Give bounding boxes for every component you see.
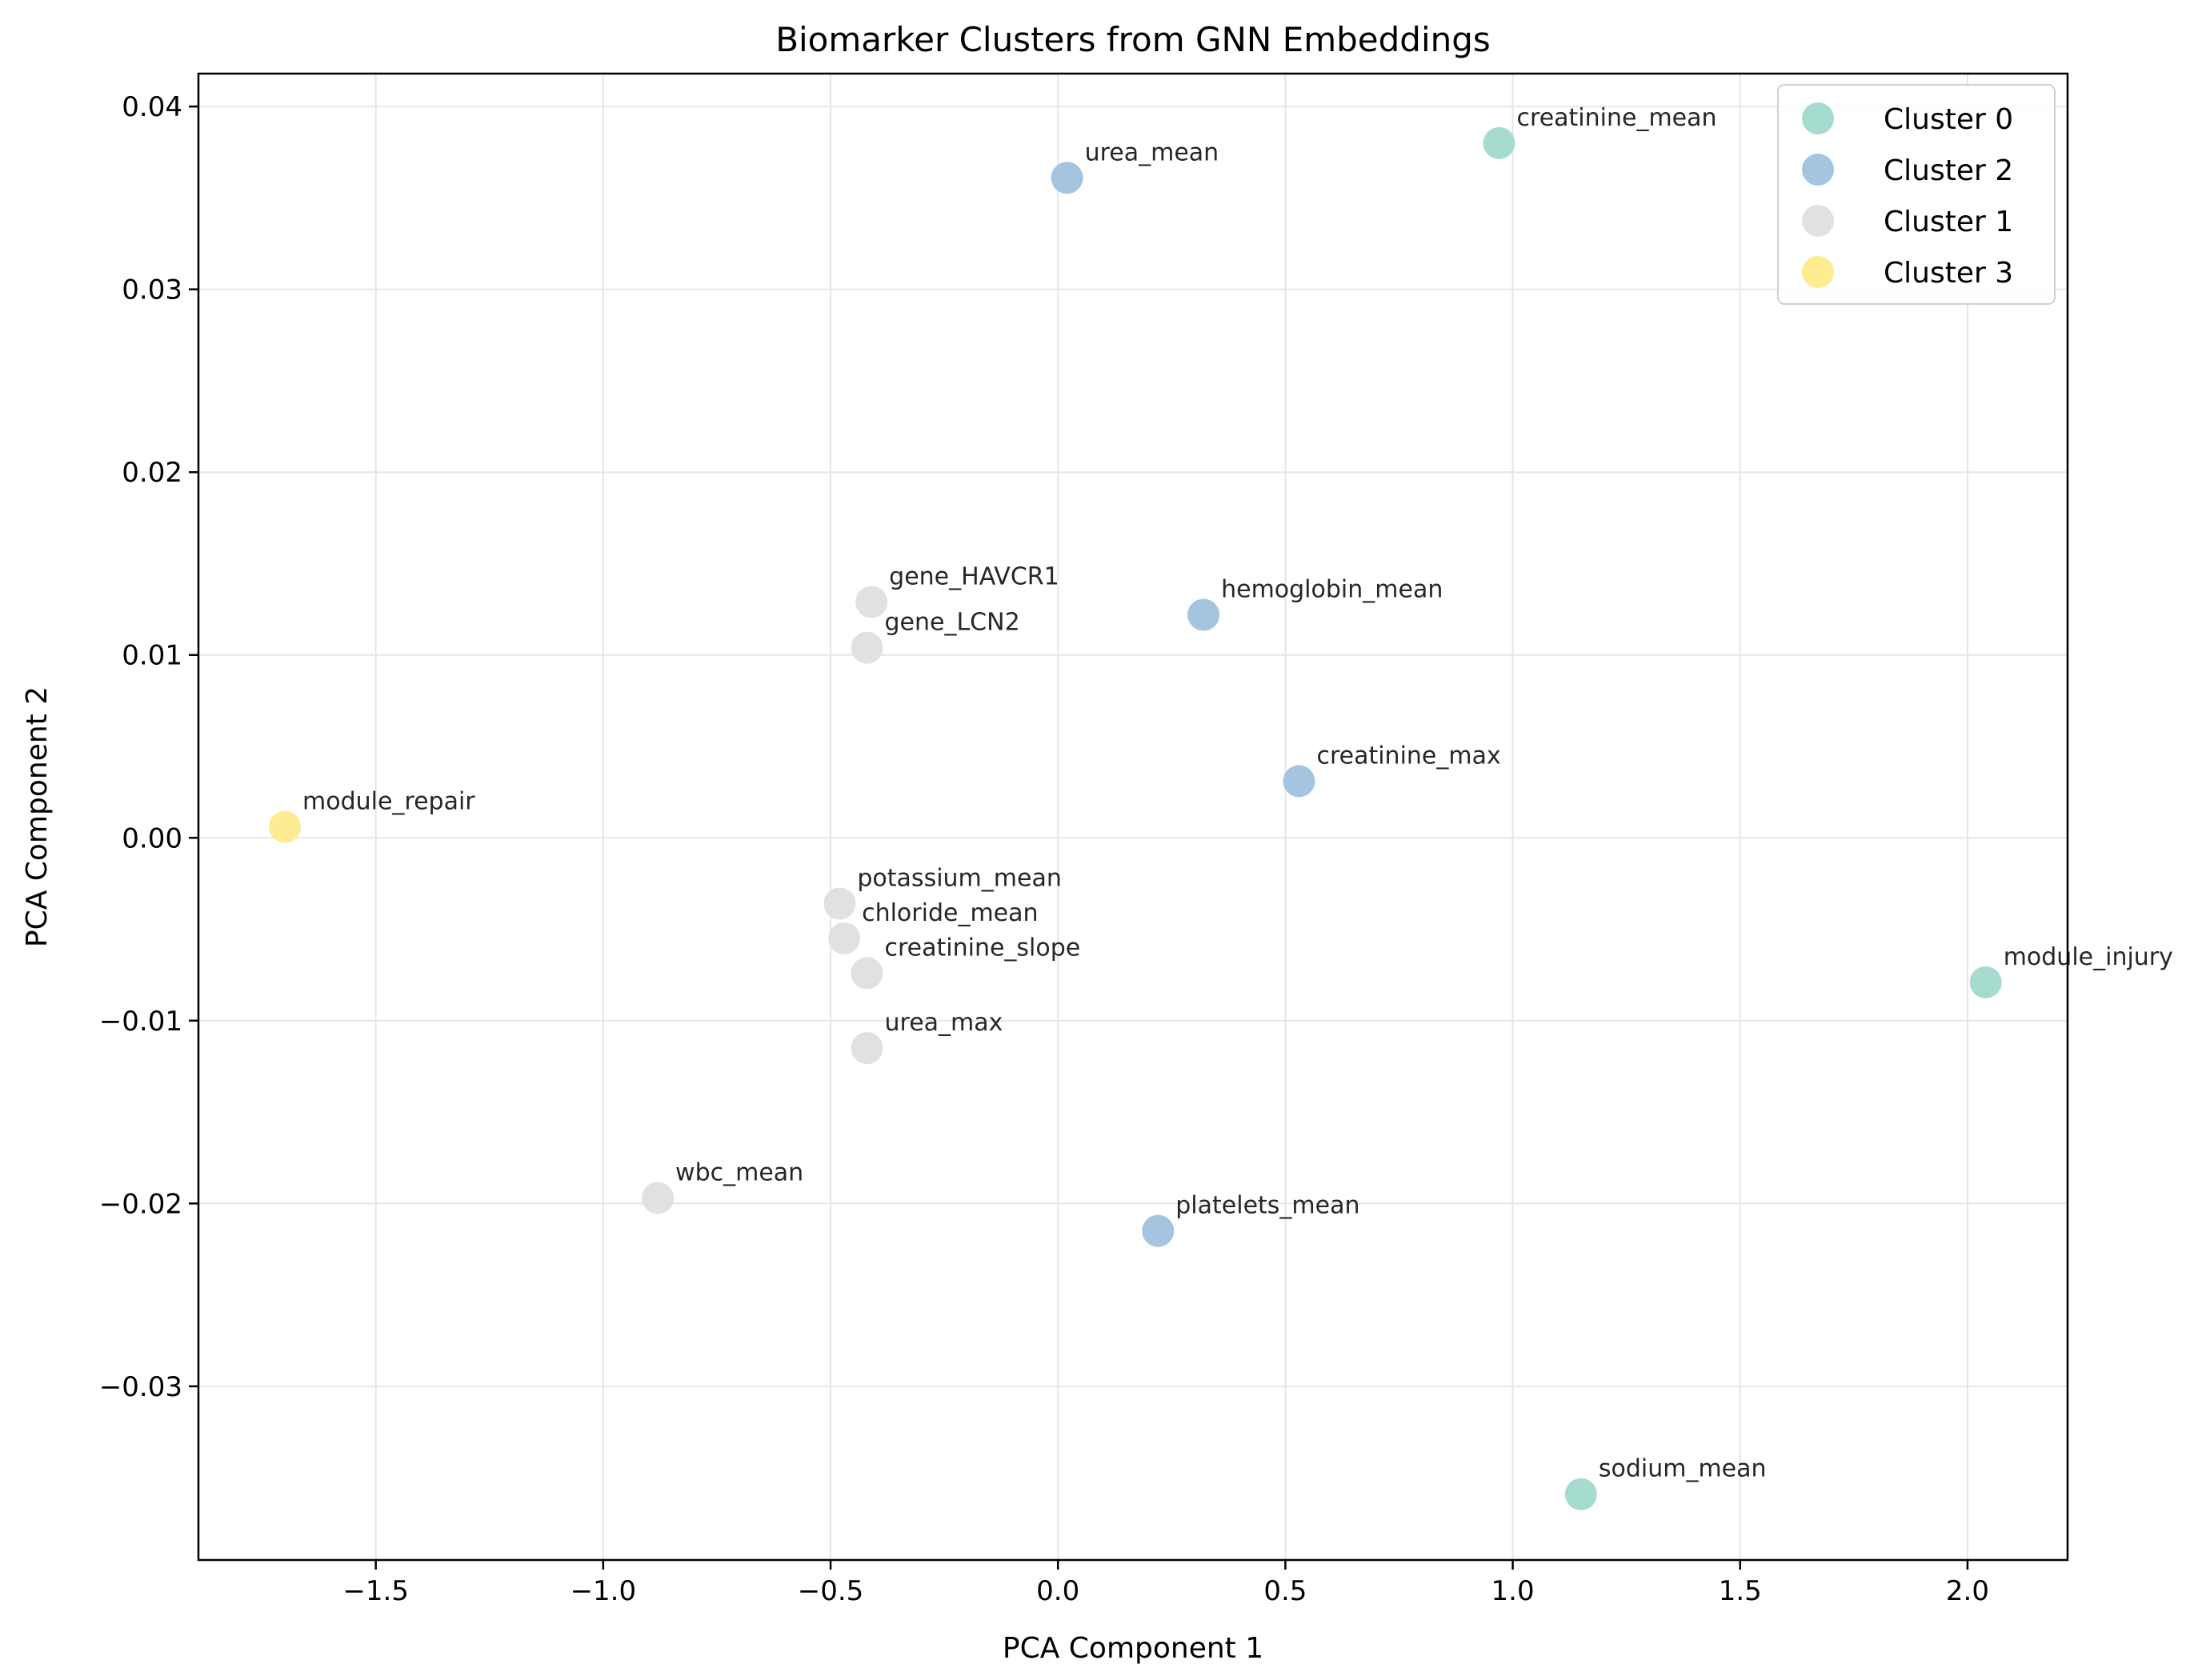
point-label: gene_LCN2 bbox=[885, 609, 1020, 637]
data-point bbox=[851, 957, 883, 990]
point-label: urea_max bbox=[885, 1009, 1003, 1037]
data-point bbox=[1969, 966, 2002, 998]
x-tick-label: −0.5 bbox=[798, 1575, 864, 1607]
legend-entry: Cluster 1 bbox=[1884, 206, 2013, 238]
point-label: sodium_mean bbox=[1599, 1455, 1767, 1483]
point-label: creatinine_slope bbox=[885, 934, 1081, 962]
point-label: gene_HAVCR1 bbox=[889, 562, 1059, 590]
x-tick-label: 1.5 bbox=[1719, 1575, 1762, 1607]
y-tick-label: 0.01 bbox=[122, 640, 182, 672]
x-tick-label: 0.5 bbox=[1263, 1575, 1307, 1607]
y-tick-label: −0.01 bbox=[99, 1006, 182, 1038]
x-axis-label: PCA Component 1 bbox=[1003, 1632, 1263, 1665]
x-axis-ticks: −1.5 −1.0 −0.5 0.0 0.5 1.0 1.5 2.0 bbox=[342, 1560, 1989, 1607]
legend-entry: Cluster 2 bbox=[1884, 154, 2013, 187]
point-label: urea_mean bbox=[1085, 138, 1219, 166]
x-tick-label: 2.0 bbox=[1946, 1575, 1989, 1607]
y-tick-label: −0.03 bbox=[99, 1371, 182, 1403]
legend-marker bbox=[1802, 102, 1834, 134]
plot-frame bbox=[197, 72, 2069, 1562]
point-label: wbc_mean bbox=[675, 1158, 803, 1186]
y-axis-label: PCA Component 2 bbox=[21, 686, 54, 947]
data-point bbox=[828, 922, 861, 954]
data-point bbox=[1142, 1214, 1175, 1247]
point-label: module_injury bbox=[2004, 943, 2173, 971]
chart-title: Biomarker Clusters from GNN Embeddings bbox=[775, 20, 1491, 59]
data-point bbox=[851, 1032, 883, 1065]
legend-marker bbox=[1802, 205, 1834, 237]
data-point bbox=[823, 887, 856, 920]
legend-entry: Cluster 3 bbox=[1884, 257, 2013, 290]
point-label: potassium_mean bbox=[857, 865, 1061, 893]
data-point bbox=[851, 631, 883, 664]
y-tick-label: −0.02 bbox=[99, 1188, 182, 1220]
legend-marker bbox=[1802, 154, 1834, 186]
x-tick-label: −1.5 bbox=[342, 1575, 409, 1607]
y-axis-ticks: −0.03 −0.02 −0.01 0.00 0.01 0.02 0.03 0.04 bbox=[99, 91, 198, 1403]
point-label: creatinine_max bbox=[1316, 742, 1500, 770]
data-point bbox=[1283, 765, 1315, 798]
point-labels: creatinine_mean module_injury sodium_mean u… bbox=[302, 104, 2173, 1483]
legend-box bbox=[1777, 84, 2056, 305]
x-tick-label: −1.0 bbox=[571, 1575, 637, 1607]
data-point bbox=[1051, 162, 1083, 194]
y-tick-label: 0.00 bbox=[122, 822, 182, 854]
y-tick-label: 0.02 bbox=[122, 457, 182, 489]
legend-marker bbox=[1802, 256, 1834, 288]
x-tick-label: 1.0 bbox=[1491, 1575, 1535, 1607]
point-label: creatinine_mean bbox=[1517, 104, 1717, 132]
legend-entry: Cluster 0 bbox=[1884, 103, 2013, 136]
point-label: hemoglobin_mean bbox=[1221, 575, 1443, 603]
y-tick-label: 0.03 bbox=[122, 274, 182, 306]
grid bbox=[198, 74, 2068, 1560]
point-label: chloride_mean bbox=[862, 899, 1038, 927]
y-tick-label: 0.04 bbox=[122, 91, 182, 123]
data-point bbox=[1187, 598, 1220, 631]
data-point bbox=[1483, 126, 1515, 159]
data-point bbox=[855, 586, 888, 618]
point-label: module_repair bbox=[302, 788, 475, 816]
data-points bbox=[268, 126, 2002, 1510]
data-point bbox=[1564, 1478, 1597, 1510]
x-tick-label: 0.0 bbox=[1036, 1575, 1079, 1607]
data-point bbox=[268, 810, 301, 843]
data-point bbox=[642, 1182, 675, 1214]
point-label: platelets_mean bbox=[1175, 1192, 1359, 1220]
legend: Cluster 0 Cluster 2 Cluster 1 Cluster 3 bbox=[1777, 84, 2056, 305]
